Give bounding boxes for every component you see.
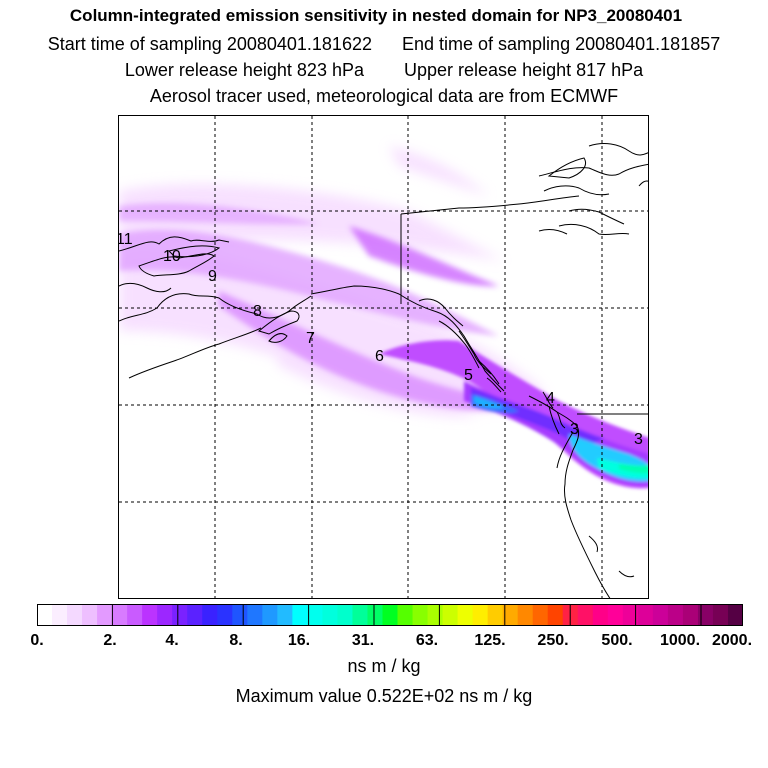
colorbar-unit: ns m / kg xyxy=(347,656,421,676)
colorbar-cell xyxy=(442,604,459,626)
plot-title: Column-integrated emission sensitivity i… xyxy=(69,6,683,25)
colorbar-cell xyxy=(262,604,278,626)
colorbar-cell xyxy=(592,604,609,626)
map-panel: 11 10 9 8 7 6 5 4 3 3 xyxy=(118,115,649,599)
colorbar-cell xyxy=(577,604,594,626)
colorbar-cell xyxy=(97,604,113,626)
track-label-3b: 3 xyxy=(634,431,643,448)
tick-label: 2000. xyxy=(711,632,753,649)
track-label-8: 8 xyxy=(253,303,262,320)
lower-release-label: Lower release height 823 hPa xyxy=(124,60,364,80)
colorbar-cell xyxy=(67,604,83,626)
start-time-label: Start time of sampling 20080401.181622 xyxy=(47,34,372,54)
colorbar-cell xyxy=(457,604,474,626)
upper-release-label: Upper release height 817 hPa xyxy=(404,60,644,80)
colorbar-cell xyxy=(517,604,534,626)
track-label-9: 9 xyxy=(208,268,217,285)
colorbar-cell xyxy=(292,604,308,626)
colorbar-cell xyxy=(52,604,68,626)
track-label-11: 11 xyxy=(119,231,133,248)
track-label-10: 10 xyxy=(163,248,181,265)
colorbar-cell xyxy=(127,604,143,626)
end-time-label: End time of sampling 20080401.181857 xyxy=(402,34,721,54)
colorbar-cell xyxy=(727,604,743,626)
colorbar-cell xyxy=(397,604,414,626)
colorbar-cell xyxy=(172,604,188,626)
colorbar-cell xyxy=(607,604,624,626)
colorbar-cell xyxy=(472,604,489,626)
tick-label: 16. xyxy=(287,632,311,649)
colorbar-cell xyxy=(547,604,564,626)
colorbar-cell xyxy=(637,604,654,626)
tick-label: 0. xyxy=(30,632,44,649)
colorbar-cell xyxy=(667,604,684,626)
colorbar-cell xyxy=(697,604,714,626)
colorbar-cell xyxy=(217,604,233,626)
colorbar-cell xyxy=(232,604,248,626)
tick-label: 500. xyxy=(601,632,633,649)
tick-label: 1000. xyxy=(659,632,701,649)
colorbar-cells xyxy=(37,604,743,626)
colorbar-tick-lines xyxy=(111,604,702,626)
track-label-4: 4 xyxy=(546,390,555,407)
colorbar-cell xyxy=(622,604,639,626)
colorbar-cell xyxy=(682,604,699,626)
colorbar-cell xyxy=(532,604,549,626)
colorbar-cell xyxy=(37,604,53,626)
colorbar-cell xyxy=(322,604,339,626)
colorbar-cell xyxy=(487,604,504,626)
colorbar-cell xyxy=(427,604,444,626)
colorbar-cell xyxy=(352,604,369,626)
colorbar-cell xyxy=(247,604,263,626)
colorbar-cell xyxy=(367,604,384,626)
colorbar xyxy=(37,604,743,626)
colorbar-cell xyxy=(307,604,323,626)
colorbar-cell xyxy=(157,604,173,626)
tracer-info: Aerosol tracer used, meteorological data… xyxy=(149,86,619,106)
colorbar-cell xyxy=(112,604,128,626)
maximum-value: Maximum value 0.522E+02 ns m / kg xyxy=(235,686,533,706)
colorbar-cell xyxy=(382,604,399,626)
sampling-times: Start time of sampling 20080401.181622 E… xyxy=(0,34,768,55)
tick-label: 8. xyxy=(229,632,243,649)
colorbar-cell xyxy=(142,604,158,626)
tick-label: 125. xyxy=(474,632,506,649)
colorbar-cell xyxy=(337,604,354,626)
tick-label: 4. xyxy=(165,632,179,649)
track-label-7: 7 xyxy=(306,330,315,347)
tick-label: 63. xyxy=(415,632,439,649)
colorbar-cell xyxy=(412,604,429,626)
colorbar-cell xyxy=(502,604,519,626)
coastlines xyxy=(119,143,648,598)
release-heights: Lower release height 823 hPa Upper relea… xyxy=(0,60,768,81)
trajectory-labels: 11 10 9 8 7 6 5 4 3 3 xyxy=(119,231,643,448)
colorbar-cell xyxy=(277,604,293,626)
tick-label: 250. xyxy=(537,632,569,649)
colorbar-cell xyxy=(202,604,218,626)
emission-sensitivity-map: 11 10 9 8 7 6 5 4 3 3 xyxy=(119,116,648,598)
track-label-5: 5 xyxy=(464,367,473,384)
track-label-3a: 3 xyxy=(570,421,579,438)
lat-lon-grid xyxy=(119,116,648,598)
colorbar-cell xyxy=(652,604,669,626)
colorbar-cell xyxy=(712,604,729,626)
tick-label: 2. xyxy=(103,632,117,649)
track-label-6: 6 xyxy=(375,348,384,365)
colorbar-outline xyxy=(37,604,743,626)
tick-label: 31. xyxy=(351,632,375,649)
colorbar-cell xyxy=(82,604,98,626)
colorbar-cell xyxy=(187,604,203,626)
